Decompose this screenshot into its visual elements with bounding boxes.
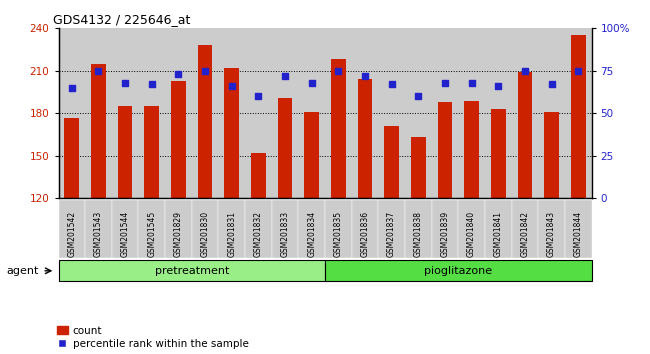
Bar <box>544 112 559 198</box>
Point <box>173 72 184 77</box>
Point <box>307 80 317 86</box>
Bar <box>325 28 352 198</box>
Bar <box>352 28 378 198</box>
Text: GSM201834: GSM201834 <box>307 211 316 257</box>
Point <box>360 73 370 79</box>
Text: GSM201841: GSM201841 <box>494 211 502 257</box>
Bar <box>58 28 85 198</box>
Text: GSM201837: GSM201837 <box>387 211 396 257</box>
Bar <box>224 68 239 198</box>
Bar <box>437 102 452 198</box>
Point <box>227 83 237 89</box>
Point <box>573 68 584 74</box>
Text: GSM201843: GSM201843 <box>547 211 556 257</box>
Bar <box>538 28 565 198</box>
Text: GSM201832: GSM201832 <box>254 211 263 257</box>
Text: pioglitazone: pioglitazone <box>424 266 492 276</box>
Text: agent: agent <box>6 266 39 276</box>
Text: GSM201835: GSM201835 <box>334 211 343 257</box>
Legend: count, percentile rank within the sample: count, percentile rank within the sample <box>57 326 249 349</box>
Point <box>413 93 424 99</box>
Point <box>493 83 504 89</box>
Bar <box>405 28 432 198</box>
Bar <box>485 28 512 198</box>
Text: GSM201831: GSM201831 <box>227 211 236 257</box>
Point <box>333 68 343 74</box>
Bar <box>411 137 426 198</box>
Point <box>280 73 291 79</box>
Text: GSM201836: GSM201836 <box>361 211 369 257</box>
Bar <box>304 112 319 198</box>
Text: GSM201542: GSM201542 <box>68 211 76 257</box>
Text: GDS4132 / 225646_at: GDS4132 / 225646_at <box>53 13 190 26</box>
Bar <box>272 28 298 198</box>
Text: pretreatment: pretreatment <box>155 266 229 276</box>
Bar <box>512 28 538 198</box>
Point <box>520 68 530 74</box>
Bar <box>91 64 106 198</box>
Bar <box>458 28 485 198</box>
Bar <box>251 153 266 198</box>
Text: GSM201543: GSM201543 <box>94 210 103 257</box>
Text: GSM201545: GSM201545 <box>148 210 156 257</box>
Bar <box>517 72 532 198</box>
Point <box>67 85 77 91</box>
Point <box>200 68 211 74</box>
Bar <box>198 45 213 198</box>
Bar <box>112 28 138 198</box>
Bar <box>432 28 458 198</box>
Bar <box>138 28 165 198</box>
Bar <box>331 59 346 198</box>
Point <box>547 81 557 87</box>
Bar <box>491 109 506 198</box>
Bar <box>192 28 218 198</box>
Bar <box>278 98 292 198</box>
Point <box>94 68 104 74</box>
Point <box>254 93 264 99</box>
Text: GSM201838: GSM201838 <box>414 211 422 257</box>
Bar <box>165 28 192 198</box>
Point <box>120 80 130 86</box>
Bar <box>565 28 592 198</box>
Bar <box>378 28 405 198</box>
Bar <box>245 28 272 198</box>
Bar <box>384 126 399 198</box>
Bar <box>358 79 372 198</box>
Bar <box>464 101 479 198</box>
Point <box>386 81 396 87</box>
Bar <box>144 106 159 198</box>
Text: GSM201544: GSM201544 <box>121 210 129 257</box>
Text: GSM201840: GSM201840 <box>467 211 476 257</box>
Text: GSM201842: GSM201842 <box>521 211 529 257</box>
Bar <box>571 35 586 198</box>
Point <box>467 80 477 86</box>
Text: GSM201830: GSM201830 <box>201 211 209 257</box>
Bar <box>85 28 112 198</box>
Text: GSM201844: GSM201844 <box>574 211 582 257</box>
Bar <box>171 81 186 198</box>
Bar <box>118 106 133 198</box>
Bar <box>298 28 325 198</box>
Point <box>147 81 157 87</box>
Point <box>439 80 450 86</box>
Bar <box>64 118 79 198</box>
Text: GSM201829: GSM201829 <box>174 211 183 257</box>
Text: GSM201839: GSM201839 <box>441 211 449 257</box>
Text: GSM201833: GSM201833 <box>281 211 289 257</box>
Bar <box>218 28 245 198</box>
